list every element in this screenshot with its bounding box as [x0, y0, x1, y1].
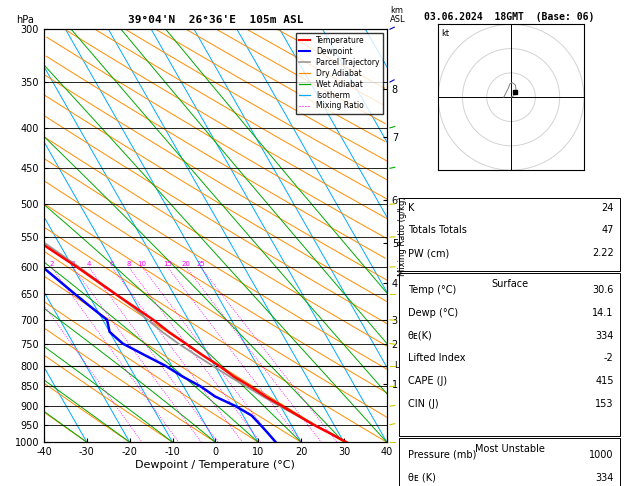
Bar [399, 438, 620, 486]
Text: 03.06.2024  18GMT  (Base: 06): 03.06.2024 18GMT (Base: 06) [425, 12, 594, 22]
Text: 334: 334 [595, 472, 614, 483]
Text: Pressure (mb): Pressure (mb) [408, 450, 476, 460]
Text: Mixing Ratio (g/kg): Mixing Ratio (g/kg) [398, 196, 407, 276]
Text: Most Unstable: Most Unstable [474, 444, 545, 454]
Text: 14.1: 14.1 [593, 308, 614, 318]
Text: 8: 8 [126, 261, 131, 267]
Text: -2: -2 [604, 353, 614, 364]
Text: 4: 4 [86, 261, 91, 267]
Text: PW (cm): PW (cm) [408, 248, 449, 258]
Text: Lifted Index: Lifted Index [408, 353, 465, 364]
Text: 47: 47 [601, 226, 614, 235]
Text: CAPE (J): CAPE (J) [408, 376, 447, 386]
Text: hPa: hPa [16, 15, 35, 25]
Text: θᴇ (K): θᴇ (K) [408, 472, 435, 483]
Text: 6: 6 [109, 261, 114, 267]
Text: 2.22: 2.22 [592, 248, 614, 258]
Text: kt: kt [441, 29, 449, 38]
Text: 30.6: 30.6 [593, 285, 614, 295]
Text: 39°04'N  26°36'E  105m ASL: 39°04'N 26°36'E 105m ASL [128, 15, 303, 25]
Text: Totals Totals: Totals Totals [408, 226, 467, 235]
Text: LCL: LCL [394, 361, 409, 370]
Text: km
ASL: km ASL [390, 6, 406, 24]
Text: K: K [408, 203, 414, 212]
Text: 153: 153 [595, 399, 614, 409]
Text: 2: 2 [49, 261, 53, 267]
Text: 15: 15 [163, 261, 172, 267]
Text: 334: 334 [595, 330, 614, 341]
Text: Dewp (°C): Dewp (°C) [408, 308, 458, 318]
Text: 20: 20 [181, 261, 191, 267]
Text: θᴇ(K): θᴇ(K) [408, 330, 432, 341]
Text: Surface: Surface [491, 279, 528, 289]
Text: © weatheronline.co.uk: © weatheronline.co.uk [462, 468, 557, 476]
Text: 415: 415 [595, 376, 614, 386]
Text: Temp (°C): Temp (°C) [408, 285, 456, 295]
Text: CIN (J): CIN (J) [408, 399, 438, 409]
Text: 3: 3 [70, 261, 75, 267]
X-axis label: Dewpoint / Temperature (°C): Dewpoint / Temperature (°C) [135, 460, 296, 470]
Bar [399, 274, 620, 436]
Legend: Temperature, Dewpoint, Parcel Trajectory, Dry Adiabat, Wet Adiabat, Isotherm, Mi: Temperature, Dewpoint, Parcel Trajectory… [296, 33, 383, 114]
Bar [399, 198, 620, 271]
Text: 24: 24 [601, 203, 614, 212]
Text: 1000: 1000 [589, 450, 614, 460]
Text: 25: 25 [196, 261, 205, 267]
Text: 10: 10 [138, 261, 147, 267]
